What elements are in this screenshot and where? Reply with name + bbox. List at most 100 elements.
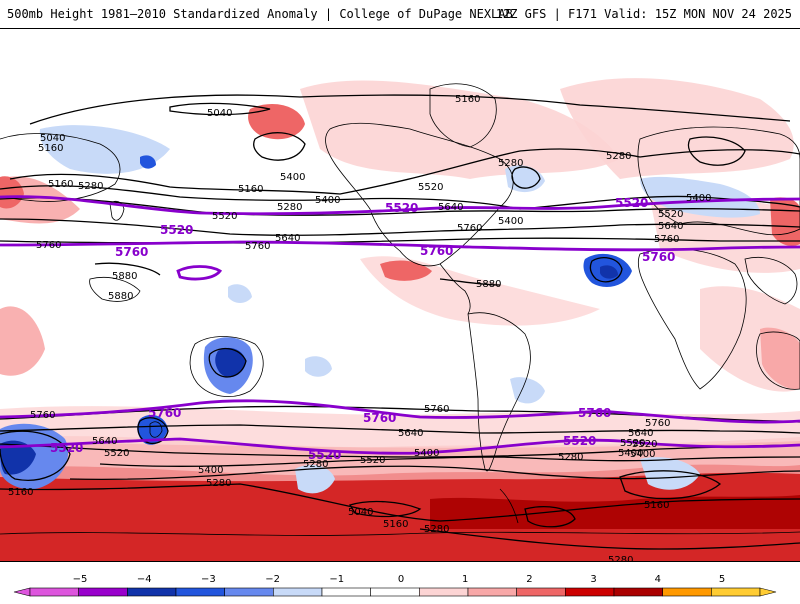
contour-low-atlantic [589, 257, 623, 283]
clabel: 5520 [360, 455, 385, 466]
colorbar-tick-label: 2 [526, 574, 532, 585]
clabel: 5760 [645, 418, 670, 429]
shade-africa-pink [650, 195, 800, 273]
shade-caribbean-red [380, 260, 432, 281]
plabel: 5760 [148, 406, 181, 420]
clabel: 5280 [606, 151, 631, 162]
colorbar-swatch [78, 587, 128, 597]
contour-5400-nh [0, 185, 800, 210]
shade-pacific-west-pink [0, 306, 45, 376]
colorbar-tick-label: 0 [398, 574, 404, 585]
shade-alaska-blue [39, 125, 170, 174]
clabel: 5400 [414, 448, 439, 459]
colorbar-tick-label: −3 [201, 574, 216, 585]
clabel: 5160 [238, 184, 263, 195]
antarctic-peninsula-outline [499, 488, 519, 524]
contour-low-australia [208, 347, 247, 378]
purple-5520-nh [0, 195, 800, 216]
japan-outline [109, 200, 125, 221]
colorbar: −5 −4 −3 −2 −1 0 1 2 3 4 5 [0, 560, 800, 600]
contour-5640-nh [0, 218, 800, 236]
asia-west-outline [0, 133, 121, 202]
colorbar-swatch [273, 587, 323, 597]
clabel: 5640 [658, 221, 683, 232]
clabel: 5880 [476, 279, 501, 290]
clabel: 5160 [455, 94, 480, 105]
clabel: 5520 [620, 438, 645, 449]
colorbar-swatch [224, 587, 274, 597]
shade-eastpac-blue [305, 356, 332, 377]
colorbar-tick-label: 3 [590, 574, 596, 585]
clabel: 5160 [38, 143, 63, 154]
clabel: 5280 [498, 158, 523, 169]
clabel: 5280 [608, 555, 633, 562]
plabel: 5760 [363, 411, 396, 425]
clabel: 5520 [104, 448, 129, 459]
colorbar-svg: −5 −4 −3 −2 −1 0 1 2 3 4 5 [13, 574, 777, 597]
colorbar-swatch [419, 587, 469, 597]
colorbar-tick-labels: −5 −4 −3 −2 −1 0 1 2 3 4 5 [73, 574, 726, 585]
anomaly-map: 5040 5160 5040 5280 5400 5160 5280 5400 … [0, 28, 800, 562]
plabel: 5520 [50, 441, 83, 455]
contour-low-hudson [511, 166, 541, 189]
shade-southpac-blue [295, 464, 335, 494]
clabel: 5520 [658, 209, 683, 220]
contour-5040-sh [348, 500, 422, 518]
plabel: 5520 [615, 196, 648, 210]
contour-5400-sh [99, 456, 800, 467]
colorbar-tick-label: 1 [462, 574, 468, 585]
shade-atlantic-blue-core [600, 265, 618, 279]
colorbar-swatch [321, 587, 371, 597]
contour-low-scandinavia [687, 136, 746, 166]
colorbar-arrow-left [13, 587, 31, 597]
contour-low-indianocean [619, 470, 722, 500]
contour-low-greenland [253, 132, 306, 161]
contour-5160-nh [29, 94, 791, 125]
contour-low-newzealand [137, 417, 169, 445]
purple-ring [176, 265, 223, 281]
clabel: 5640 [398, 428, 423, 439]
greenland-outline [429, 83, 497, 148]
clabel: 5400 [618, 448, 643, 459]
contour-5280-antarctic [419, 528, 800, 550]
map-title: 500mb Height 1981–2010 Standardized Anom… [7, 7, 513, 21]
colorbar-swatch [516, 587, 566, 597]
clabel: 5880 [108, 291, 133, 302]
plabel: 5760 [642, 250, 675, 264]
clabel: 5640 [628, 428, 653, 439]
clabel: 5520 [418, 182, 443, 193]
plabel: 5760 [578, 406, 611, 420]
maritime-se-asia-outline [89, 276, 141, 302]
clabel: 5640 [275, 233, 300, 244]
colorbar-tick-label: −1 [329, 574, 344, 585]
clabel: 5040 [207, 108, 232, 119]
clabel: 5640 [92, 436, 117, 447]
shade-australia-blue-core [215, 347, 246, 378]
colorbar-swatch [662, 587, 712, 597]
contour-low-southatlantic [524, 506, 576, 528]
colorbar-tick-label: 5 [719, 574, 725, 585]
clabel: 5280 [424, 524, 449, 535]
climatology-contours [0, 195, 800, 455]
purple-contour-labels: 5520 5760 5520 5760 5520 5760 5760 5520 … [50, 196, 675, 462]
clabel: 5280 [558, 452, 583, 463]
contour-low-southpac [0, 430, 71, 481]
contour-5040-nh [169, 102, 271, 116]
header: 500mb Height 1981–2010 Standardized Anom… [0, 0, 800, 28]
plabel: 5520 [385, 201, 418, 215]
shade-far-right-red [770, 197, 800, 246]
clabel: 5760 [654, 234, 679, 245]
clabel: 5760 [36, 240, 61, 251]
contour-5760-sh [0, 405, 800, 423]
clabel: 5760 [424, 404, 449, 415]
clabel: 5160 [48, 179, 73, 190]
shade-indianocean-blue [640, 457, 700, 490]
clabel: 5040 [40, 133, 65, 144]
purple-5760-nh [0, 240, 800, 252]
black-contour-labels: 5040 5160 5040 5280 5400 5160 5280 5400 … [8, 94, 711, 562]
purple-5760-sh [0, 399, 800, 424]
australia-right-outline [756, 331, 800, 390]
contour-5880-na [439, 278, 501, 286]
plabel: 5760 [420, 244, 453, 258]
shade-sw-pacific-blue-core [0, 440, 36, 475]
